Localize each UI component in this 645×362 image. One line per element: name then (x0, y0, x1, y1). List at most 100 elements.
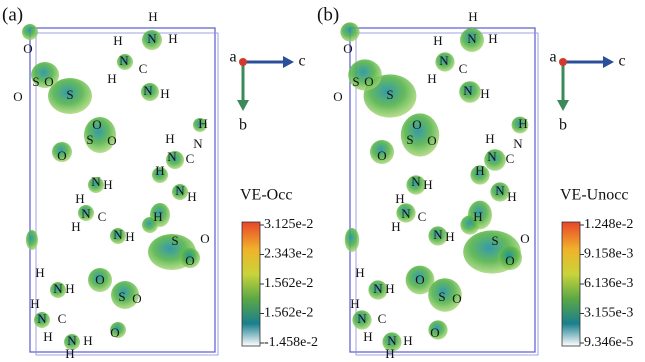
figure: HNHHNCHNHOSOOSOSOOHHNNCHNHNHHNCHNHHSOOHN… (0, 0, 645, 362)
atom-label: H (423, 177, 432, 192)
atom-label: N (175, 183, 185, 198)
atom-label: N (357, 311, 367, 326)
panel-label: (a) (2, 4, 23, 25)
atom-label: N (433, 227, 443, 242)
panel-label: (b) (317, 4, 339, 25)
colorbar (242, 222, 260, 346)
arrow-head (557, 100, 569, 111)
atom-label: H (427, 71, 436, 86)
atom-label: O (505, 253, 514, 268)
atom-label: N (81, 206, 91, 221)
axis-label: b (559, 117, 567, 134)
atom-label: N (91, 174, 101, 189)
atom-label: C (98, 209, 107, 224)
colorbar-tick-label: 3.125e-2 (264, 217, 313, 232)
axis-label: a (229, 49, 236, 66)
atom-label: N (495, 183, 505, 198)
atom-label: H (35, 265, 44, 280)
colorbar-tick-label: -1.458e-2 (264, 335, 318, 350)
atom-label: N (373, 281, 383, 296)
atom-label: N (487, 149, 497, 164)
atom-label: H (71, 219, 80, 234)
atom-label: H (107, 71, 116, 86)
atom-label: N (167, 149, 177, 164)
atom-label: H (468, 9, 477, 24)
atom-label: O (44, 74, 53, 89)
colorbar-title: VE-Unocc (560, 187, 628, 204)
atom-label: S (171, 233, 178, 248)
atom-label: O (13, 89, 22, 104)
atom-label: O (415, 272, 424, 287)
atom-label: H (480, 86, 489, 101)
arrow-head (283, 56, 294, 68)
atom-label: O (185, 253, 194, 268)
atom-label: C (139, 61, 148, 76)
atom-label: H (350, 296, 359, 311)
atom-label: O (57, 148, 66, 163)
atom-label: N (439, 53, 449, 68)
atom-label: H (363, 329, 372, 344)
atom-label: C (58, 311, 67, 326)
atom-label: H (43, 329, 52, 344)
atom-label: N (143, 83, 153, 98)
atom-label: S (406, 132, 413, 147)
colorbar-tick-label: 9.346e-5 (584, 335, 633, 350)
atom-label: H (165, 131, 174, 146)
colorbar-tick-label: 3.155e-3 (584, 306, 633, 321)
atom-label: H (518, 116, 527, 131)
axis-origin (559, 58, 567, 66)
atom-label: H (445, 229, 454, 244)
atom-label: S (86, 132, 93, 147)
atom-label: N (147, 31, 157, 46)
atom-label: C (459, 61, 468, 76)
atom-label: H (391, 219, 400, 234)
atom-label: S (438, 289, 445, 304)
atom-label: C (186, 151, 195, 166)
atom-label: H (385, 346, 394, 361)
atom-label: H (160, 86, 169, 101)
atom-label: O (452, 291, 461, 306)
colorbar-title: VE-Occ (240, 187, 292, 204)
atom-label: S (352, 74, 359, 89)
atom-label: H (113, 33, 122, 48)
arrow-head (237, 100, 249, 111)
atom-label: S (66, 87, 73, 102)
atom-label: H (198, 116, 207, 131)
atom-label: H (75, 191, 84, 206)
colorbar-tick-label: 1.248e-2 (584, 217, 633, 232)
atom-label: H (30, 296, 39, 311)
atom-label: H (475, 163, 484, 178)
atom-label: S (32, 74, 39, 89)
atom-label: H (433, 33, 442, 48)
atom-label: O (364, 74, 373, 89)
atom-label: N (513, 136, 523, 151)
atom-label: H (153, 209, 162, 224)
atom-label: H (65, 281, 74, 296)
panel: HNHHNCHNHOSOOSOSOOHHNNCHNHNHHNCHNHHSOOHN… (317, 4, 633, 361)
axis-label: c (618, 53, 625, 70)
atom-label: H (148, 9, 157, 24)
colorbar-tick-label: 2.343e-2 (264, 247, 313, 262)
charge-density (26, 230, 38, 250)
atom-label: H (355, 265, 364, 280)
atom-label: H (155, 163, 164, 178)
atom-label: N (463, 83, 473, 98)
colorbar-tick-label: 6.136e-3 (584, 276, 633, 291)
atom-label: S (491, 233, 498, 248)
atom-label: O (200, 231, 209, 246)
axis-label: b (239, 117, 247, 134)
atom-label: H (385, 281, 394, 296)
atom-label: S (386, 87, 393, 102)
atom-label: O (520, 231, 529, 246)
charge-density (22, 24, 38, 40)
atom-label: N (401, 206, 411, 221)
atom-label: H (403, 333, 412, 348)
atom-label: H (65, 346, 74, 361)
atom-label: C (378, 311, 387, 326)
atom-label: S (118, 289, 125, 304)
atom-label: O (110, 325, 119, 340)
colorbar-tick-label: 1.562e-2 (264, 306, 313, 321)
atom-label: O (377, 148, 386, 163)
atom-label: C (418, 209, 427, 224)
atom-label: H (168, 31, 177, 46)
